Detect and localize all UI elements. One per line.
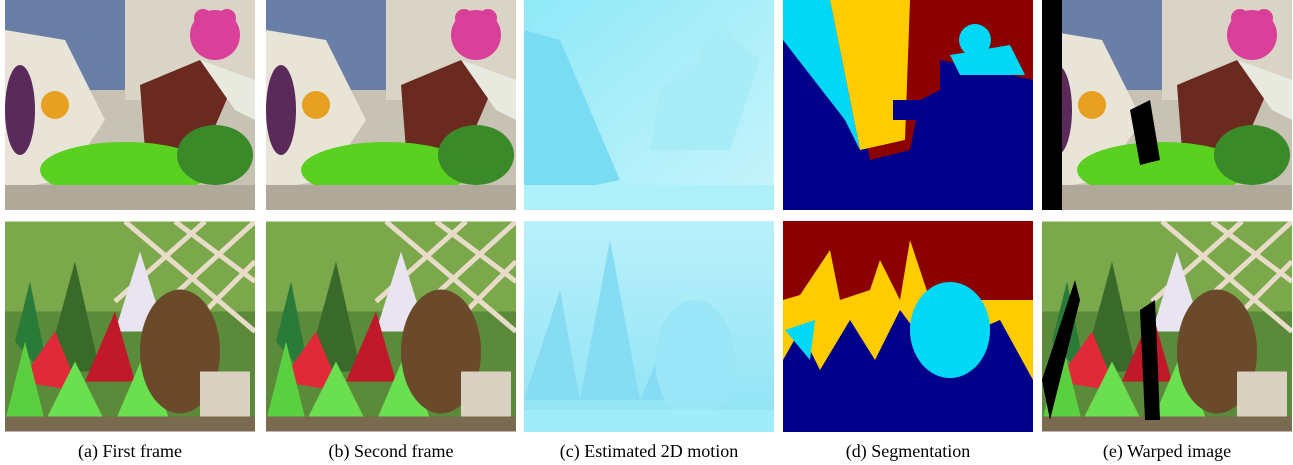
warped-image [1042, 222, 1292, 432]
first-frame-image [5, 0, 255, 210]
motion-image [524, 221, 774, 432]
first-frame-image [5, 222, 255, 432]
row-2 [5, 221, 1292, 432]
row-1 [5, 0, 1292, 210]
segmentation-image [783, 0, 1033, 210]
captions: (a) First frame (b) Second frame (c) Est… [78, 441, 1231, 462]
caption: (e) Warped image [1103, 441, 1231, 462]
caption: (c) Estimated 2D motion [560, 441, 738, 462]
segmentation-image [783, 221, 1033, 432]
second-frame-image [266, 0, 516, 210]
motion-image [524, 0, 774, 210]
warped-image [1042, 0, 1292, 210]
second-frame-image [266, 222, 516, 432]
caption: (a) First frame [78, 441, 182, 462]
caption: (b) Second frame [329, 441, 454, 462]
caption: (d) Segmentation [846, 441, 970, 462]
